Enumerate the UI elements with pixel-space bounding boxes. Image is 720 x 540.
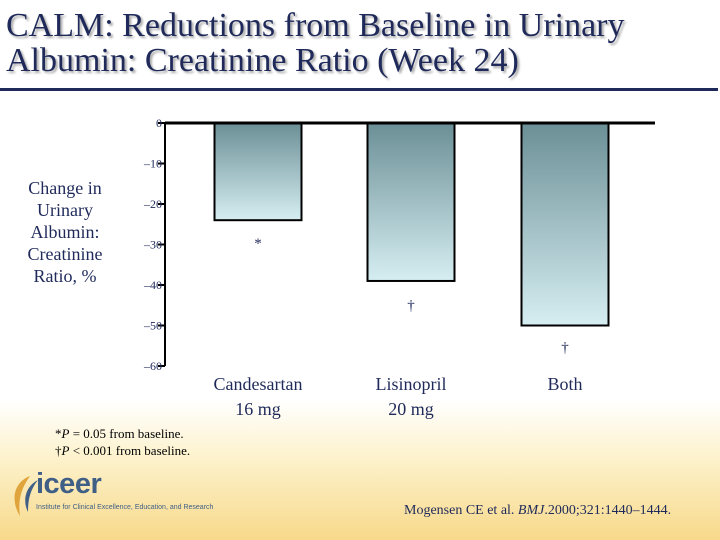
logo-name: iceer — [36, 468, 102, 500]
x-category-label: Both — [547, 374, 582, 394]
significance-marker: * — [254, 236, 262, 252]
citation: Mogensen CE et al. BMJ.2000;321:1440–144… — [404, 503, 672, 518]
bar-2 — [520, 122, 610, 327]
y-tick-label: –20 — [143, 197, 162, 211]
y-tick-label: –60 — [143, 359, 162, 373]
y-tick-label: –10 — [143, 157, 162, 171]
logo-tagline: Institute for Clinical Excellence, Educa… — [36, 504, 214, 511]
significance-marker: † — [407, 298, 415, 314]
y-tick-label: 0 — [156, 116, 162, 130]
x-category-label: Lisinopril — [376, 374, 447, 394]
y-tick-label: –50 — [143, 319, 162, 333]
title-underline — [0, 88, 718, 91]
footnotes: *P = 0.05 from baseline. †P < 0.001 from… — [55, 425, 190, 459]
iceer-logo: iceer Institute for Clinical Excellence,… — [8, 468, 213, 526]
y-axis-label-line: Urinary — [37, 200, 93, 220]
bar-1 — [366, 122, 456, 282]
y-axis-label-line: Albumin: — [30, 222, 100, 242]
slide-title: CALM: Reductions from Baseline in Urinar… — [6, 7, 625, 79]
significance-marker: † — [561, 340, 569, 356]
y-axis-label-line: Ratio, % — [33, 266, 97, 286]
x-category-label: Candesartan — [214, 374, 303, 394]
y-axis-label: Change in Urinary Albumin: Creatinine Ra… — [10, 177, 120, 287]
x-category-label: 20 mg — [388, 399, 434, 419]
x-category-label: 16 mg — [235, 399, 281, 419]
footnote-1: *P = 0.05 from baseline. — [55, 426, 184, 441]
bar-0 — [213, 122, 303, 222]
footnote-2: †P < 0.001 from baseline. — [55, 443, 191, 458]
y-axis-label-line: Change in — [28, 178, 102, 198]
y-axis-label-line: Creatinine — [27, 244, 103, 264]
y-tick-label: –40 — [143, 278, 162, 292]
y-tick-label: –30 — [143, 238, 162, 252]
logo-swoosh-icon — [14, 476, 38, 516]
